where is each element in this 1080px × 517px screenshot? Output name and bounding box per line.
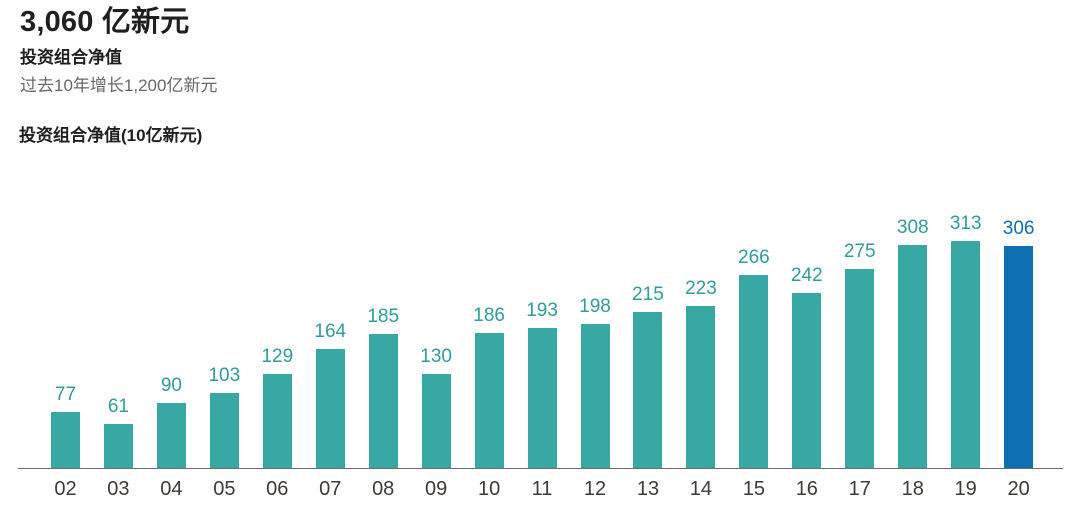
bar-column-09: 130 [410, 188, 463, 468]
x-axis-ticks: 02 03 04 05 06 07 08 09 10 11 12 13 14 15 16 17 18 19 20 [39, 477, 1045, 501]
bar-value-label: 308 [896, 217, 929, 238]
headline-label: 投资组合净值 [20, 48, 122, 67]
bar [474, 333, 504, 468]
x-tick-label: 20 [1007, 478, 1030, 500]
x-tick-label: 11 [531, 478, 553, 500]
bar-column-04: 90 [145, 188, 198, 468]
x-tick-label: 14 [689, 478, 713, 500]
bar-column-18: 308 [886, 188, 939, 468]
bar [686, 306, 716, 468]
bar-column-06: 129 [251, 188, 304, 468]
bar [50, 412, 80, 468]
bar-column-15: 266 [727, 188, 780, 468]
x-tick-label: 15 [742, 478, 765, 500]
x-tick-label: 13 [636, 478, 660, 500]
headline-value: 3,060 亿新元 [20, 6, 190, 38]
bar-value-label: 198 [579, 296, 611, 317]
bar-value-label: 186 [473, 305, 505, 326]
bar-value-label: 223 [685, 278, 717, 299]
bar [421, 374, 451, 468]
bar-column-20: 306 [992, 188, 1045, 468]
bar-value-label: 77 [54, 384, 77, 405]
bar-column-12: 198 [569, 188, 622, 468]
bar-value-label: 61 [107, 396, 129, 417]
bar [951, 241, 981, 468]
bar-value-label: 185 [367, 306, 400, 327]
chart-header: 3,060 亿新元 投资组合净值 过去10年增长1,200亿新元 [20, 5, 217, 96]
x-tick-label: 05 [213, 478, 236, 500]
plot-area: 77 61 90 103 129 164 185 130 186 193 198 215 223 266 2… [39, 188, 1045, 468]
bar-column-10: 186 [463, 188, 516, 468]
bar [262, 374, 292, 468]
bar-value-label: 306 [1002, 218, 1035, 239]
bar-value-label: 242 [790, 265, 823, 286]
bar-column-08: 185 [357, 188, 410, 468]
bar [368, 334, 398, 468]
chart-axis-title: 投资组合净值(10亿新元) [19, 126, 203, 145]
bar-column-03: 61 [92, 188, 145, 468]
bar-value-label: 103 [208, 365, 241, 386]
x-tick-label: 18 [901, 478, 924, 500]
x-tick-label: 19 [954, 478, 977, 500]
bar-value-label: 215 [632, 284, 664, 305]
x-tick-label: 03 [107, 478, 130, 500]
bar-column-02: 77 [39, 188, 92, 468]
bar-value-label: 313 [949, 213, 982, 234]
growth-note: 过去10年增长1,200亿新元 [20, 76, 218, 95]
bar [845, 269, 875, 468]
x-axis-line [18, 468, 1063, 469]
bar-value-label: 193 [526, 300, 558, 321]
bar [315, 349, 345, 468]
bar [580, 324, 610, 468]
x-tick-label: 17 [848, 478, 871, 500]
bar-value-label: 129 [261, 346, 294, 367]
bar-column-13: 215 [621, 188, 674, 468]
x-tick-label: 02 [54, 478, 77, 500]
bar-highlight [1004, 246, 1034, 468]
bar-column-19: 313 [939, 188, 992, 468]
bar-column-17: 275 [833, 188, 886, 468]
bar [103, 424, 133, 468]
bar-column-16: 242 [780, 188, 833, 468]
bar [739, 275, 769, 468]
bar-value-label: 130 [420, 346, 452, 367]
bar-column-07: 164 [304, 188, 357, 468]
bar-value-label: 90 [160, 375, 182, 396]
x-tick-label: 16 [795, 478, 818, 500]
x-tick-label: 07 [319, 478, 342, 500]
x-tick-label: 09 [425, 478, 448, 500]
bar [633, 312, 663, 468]
x-tick-label: 12 [583, 478, 607, 500]
x-tick-label: 04 [160, 478, 183, 500]
bar-value-label: 164 [314, 321, 347, 342]
bar [209, 393, 239, 468]
bar [527, 328, 557, 468]
bar [898, 245, 928, 468]
bar-value-label: 266 [738, 247, 770, 268]
bar [792, 293, 822, 468]
x-tick-label: 08 [372, 478, 395, 500]
bar [156, 403, 186, 468]
bar-value-label: 275 [843, 241, 876, 262]
bar-column-05: 103 [198, 188, 251, 468]
bar-column-14: 223 [674, 188, 727, 468]
x-tick-label: 06 [266, 478, 289, 500]
bar-column-11: 193 [516, 188, 569, 468]
x-tick-label: 10 [477, 478, 501, 500]
